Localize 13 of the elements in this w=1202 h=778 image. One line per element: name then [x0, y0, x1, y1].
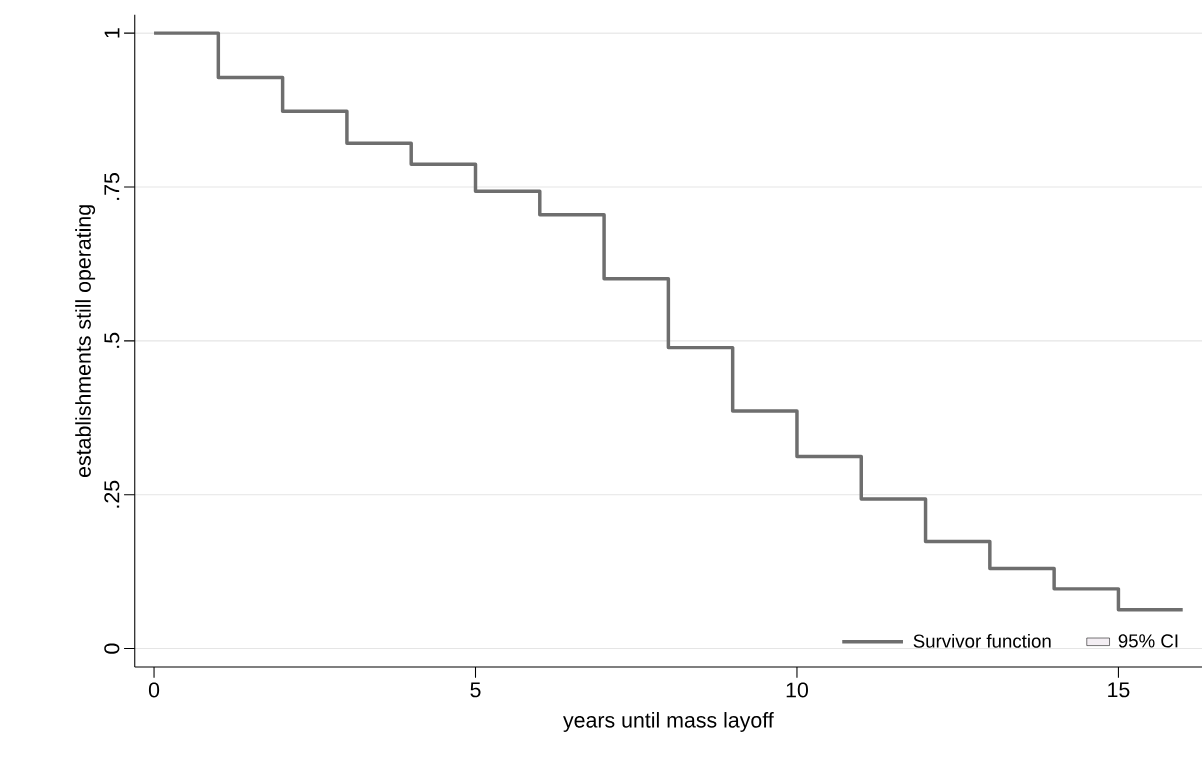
x-tick-label: 10 [786, 682, 808, 698]
x-axis-title: years until mass layoff [563, 712, 774, 733]
y-tick-label: 1 [104, 28, 120, 38]
x-tick-label: 15 [1108, 682, 1130, 698]
legend-label: Survivor function [913, 634, 1051, 648]
x-tick-label: 5 [470, 682, 481, 698]
y-tick-label: .75 [104, 173, 120, 200]
y-tick-label: .5 [104, 332, 120, 348]
y-axis-title: establishments still operating [75, 205, 96, 478]
y-tick-label: .25 [104, 480, 120, 508]
x-tick-label: 0 [148, 682, 160, 698]
y-tick-label: 0 [104, 643, 120, 654]
legend-label: 95% CI [1118, 634, 1178, 648]
